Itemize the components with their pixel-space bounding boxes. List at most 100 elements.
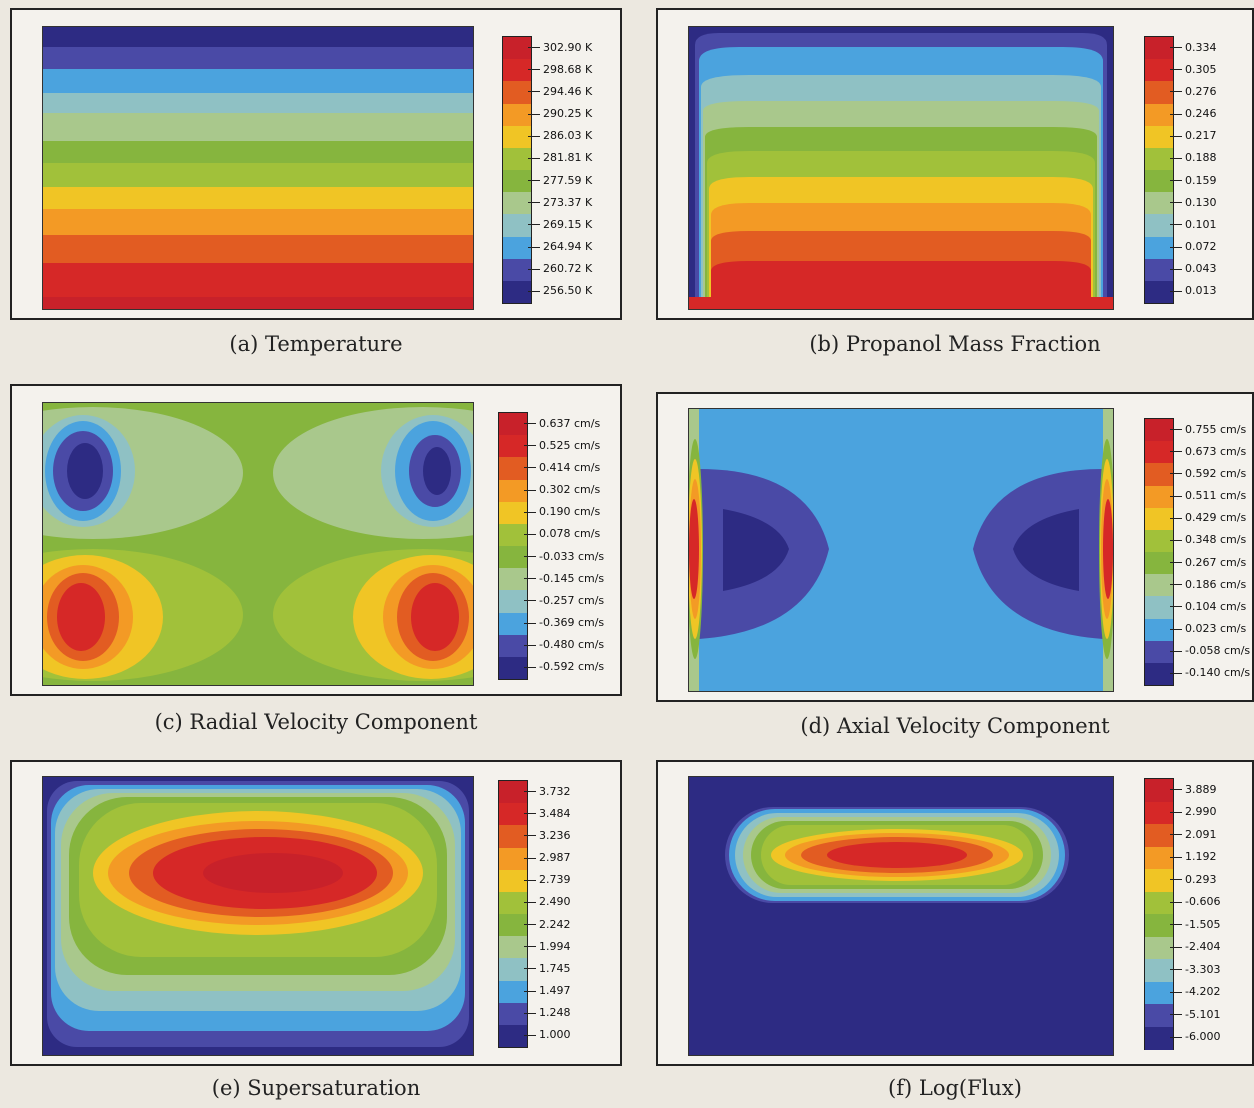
colorbar-tick-mark bbox=[1170, 1036, 1182, 1038]
colorbar-tick-mark bbox=[524, 489, 536, 491]
colorbar-tick-mark bbox=[528, 246, 540, 248]
colorbar-tick-label: 2.091 bbox=[1185, 827, 1217, 841]
colorbar-tick-label: 1.248 bbox=[539, 1006, 571, 1020]
colorbar-tick-mark bbox=[1170, 47, 1182, 49]
colorbar-tick-label: 0.525 cm/s bbox=[539, 438, 601, 452]
colorbar-tick-label: 0.072 bbox=[1185, 240, 1217, 254]
colorbar-tick-label: 2.242 bbox=[539, 917, 571, 931]
colorbar-tick-mark bbox=[1170, 811, 1182, 813]
colorbar-tick-label: -0.480 cm/s bbox=[539, 638, 605, 652]
colorbar-tick-mark bbox=[528, 157, 540, 159]
colorbar-tick-label: 3.889 bbox=[1185, 782, 1217, 796]
colorbar-cell bbox=[499, 523, 527, 547]
colorbar-cell bbox=[1145, 824, 1173, 847]
colorbar-tick-mark bbox=[1170, 1014, 1182, 1016]
colorbar-cell bbox=[499, 501, 527, 525]
colorbar-propanol bbox=[1144, 36, 1174, 304]
colorbar-tick-label: 0.305 bbox=[1185, 62, 1217, 76]
colorbar-tick-label: -1.505 bbox=[1185, 917, 1221, 931]
colorbar-tick-label: 1.497 bbox=[539, 984, 571, 998]
figure-panel-d: 0.755 cm/s 0.673 cm/s 0.592 cm/s 0.511 cm/s… bbox=[656, 392, 1254, 702]
colorbar-tick-mark bbox=[528, 113, 540, 115]
colorbar-tick-mark bbox=[524, 1012, 536, 1014]
contour-plot-axial-velocity bbox=[688, 408, 1114, 692]
colorbar-tick-label: -0.033 cm/s bbox=[539, 549, 605, 563]
figure-panel-e: 3.732 3.484 3.236 2.987 2.739 2.490 2.242 1.994… bbox=[10, 760, 622, 1066]
colorbar-cell bbox=[1145, 936, 1173, 960]
colorbar-tick-label: -0.606 bbox=[1185, 895, 1221, 909]
colorbar-cell bbox=[499, 479, 527, 503]
colorbar-cell bbox=[1145, 103, 1173, 127]
colorbar-tick-mark bbox=[1170, 539, 1182, 541]
colorbar-tick-label: 0.414 cm/s bbox=[539, 460, 601, 474]
colorbar-tick-mark bbox=[1170, 495, 1182, 497]
colorbar-cell bbox=[1145, 891, 1173, 915]
colorbar-tick-mark bbox=[1170, 113, 1182, 115]
colorbar-cell bbox=[499, 435, 527, 458]
colorbar-tick-mark bbox=[1170, 969, 1182, 971]
colorbar-tick-label: 2.739 bbox=[539, 873, 571, 887]
colorbar-tick-mark bbox=[524, 857, 536, 859]
colorbar-cell bbox=[503, 170, 531, 193]
colorbar-cell bbox=[503, 236, 531, 260]
colorbar-cell bbox=[499, 825, 527, 848]
colorbar-tick-mark bbox=[524, 1034, 536, 1036]
colorbar-tick-label: 3.484 bbox=[539, 806, 571, 820]
colorbar-cell bbox=[499, 413, 527, 436]
colorbar-tick-label: 290.25 K bbox=[543, 107, 593, 121]
colorbar-cell bbox=[503, 214, 531, 237]
colorbar-tick-label: -5.101 bbox=[1185, 1007, 1221, 1021]
colorbar-tick-label: 277.59 K bbox=[543, 173, 593, 187]
colorbar-tick-mark bbox=[1170, 789, 1182, 791]
colorbar-cell bbox=[503, 280, 531, 304]
colorbar-cell bbox=[1145, 959, 1173, 982]
colorbar-tick-label: 0.592 cm/s bbox=[1185, 466, 1247, 480]
colorbar-cell bbox=[1145, 236, 1173, 260]
colorbar-cell bbox=[1145, 869, 1173, 892]
colorbar-tick-mark bbox=[528, 135, 540, 137]
colorbar-cell bbox=[503, 192, 531, 215]
colorbar-tick-label: 1.745 bbox=[539, 961, 571, 975]
colorbar-tick-mark bbox=[1170, 991, 1182, 993]
colorbar-cell bbox=[499, 891, 527, 915]
colorbar-tick-mark bbox=[1170, 834, 1182, 836]
colorbar-cell bbox=[1145, 596, 1173, 619]
colorbar-tick-label: -0.257 cm/s bbox=[539, 593, 605, 607]
contour-svg-radial-velocity bbox=[43, 403, 473, 685]
figure-panel-b: 0.334 0.305 0.276 0.246 0.217 0.188 0.159 0.130… bbox=[656, 8, 1254, 320]
colorbar-tick-mark bbox=[524, 968, 536, 970]
colorbar-tick-label: 0.186 cm/s bbox=[1185, 577, 1247, 591]
colorbar-tick-mark bbox=[1170, 606, 1182, 608]
contour-svg-supersaturation bbox=[43, 777, 473, 1055]
colorbar-cell bbox=[499, 656, 527, 680]
colorbar-tick-label: 264.94 K bbox=[543, 240, 593, 254]
colorbar-tick-mark bbox=[1170, 180, 1182, 182]
contour-plot-temperature bbox=[42, 26, 474, 310]
colorbar-tick-mark bbox=[524, 924, 536, 926]
caption-e: (e) Supersaturation bbox=[211, 1076, 421, 1100]
contour-plot-log-flux bbox=[688, 776, 1114, 1056]
colorbar-tick-mark bbox=[524, 835, 536, 837]
colorbar-tick-label: 0.293 bbox=[1185, 872, 1217, 886]
colorbar-tick-label: 269.15 K bbox=[543, 217, 593, 231]
colorbar-cell bbox=[503, 59, 531, 82]
colorbar-tick-mark bbox=[1170, 856, 1182, 858]
colorbar-tick-label: 281.81 K bbox=[543, 151, 593, 165]
colorbar-tick-mark bbox=[1170, 91, 1182, 93]
colorbar-tick-label: -4.202 bbox=[1185, 985, 1221, 999]
colorbar-cell bbox=[499, 980, 527, 1004]
colorbar-tick-label: 298.68 K bbox=[543, 62, 593, 76]
colorbar-tick-label: 0.348 cm/s bbox=[1185, 533, 1247, 547]
colorbar-cell bbox=[1145, 618, 1173, 642]
colorbar-tick-label: 0.673 cm/s bbox=[1185, 444, 1247, 458]
colorbar-cell bbox=[1145, 37, 1173, 60]
colorbar-tick-label: 3.732 bbox=[539, 784, 571, 798]
colorbar-tick-mark bbox=[524, 556, 536, 558]
colorbar-tick-label: 1.994 bbox=[539, 939, 571, 953]
colorbar-tick-label: 1.000 bbox=[539, 1028, 571, 1042]
colorbar-tick-label: 0.302 cm/s bbox=[539, 483, 601, 497]
colorbar-tick-label: 0.013 bbox=[1185, 284, 1217, 298]
colorbar-tick-label: 2.987 bbox=[539, 851, 571, 865]
colorbar-cell bbox=[1145, 552, 1173, 575]
colorbar-tick-mark bbox=[528, 69, 540, 71]
